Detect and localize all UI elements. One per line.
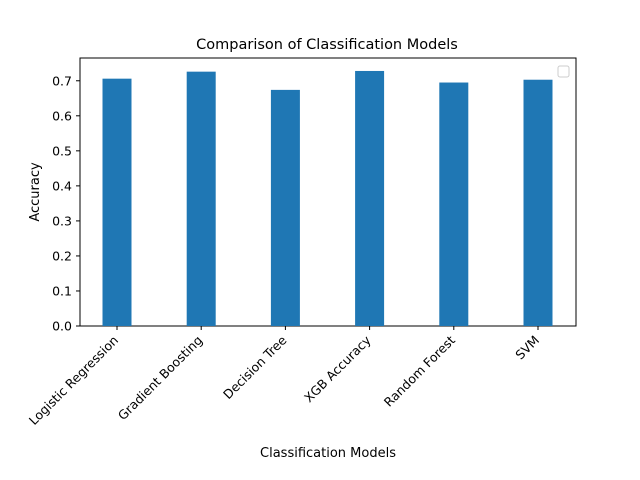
y-tick-label: 0.4 xyxy=(52,178,72,193)
bars-group xyxy=(102,70,553,327)
y-tick-label: 0.0 xyxy=(52,319,72,334)
y-tick-label: 0.3 xyxy=(52,213,72,228)
x-tick-label: Decision Tree xyxy=(220,332,290,402)
bar xyxy=(186,71,216,326)
y-axis: 0.0 0.1 0.2 0.3 0.4 0.5 0.6 0.7 xyxy=(52,73,80,334)
y-tick-label: 0.1 xyxy=(52,283,72,298)
bar xyxy=(439,82,469,326)
x-tick-label: Gradient Boosting xyxy=(115,333,206,424)
x-tick-label: XGB Accuracy xyxy=(301,332,374,405)
bar xyxy=(102,78,132,326)
plot-area-frame xyxy=(79,57,577,327)
bar xyxy=(270,89,300,327)
chart-title: Comparison of Classification Models xyxy=(196,37,458,53)
x-tick-label: Logistic Regression xyxy=(26,333,121,428)
y-axis-label: Accuracy xyxy=(28,162,43,222)
x-tick-label: SVM xyxy=(512,333,542,363)
legend-box xyxy=(557,65,570,78)
x-tick-label: Random Forest xyxy=(381,332,458,409)
y-tick-label: 0.5 xyxy=(52,143,72,158)
bar xyxy=(355,70,385,326)
y-tick-label: 0.2 xyxy=(52,248,72,263)
bar xyxy=(523,79,553,326)
x-axis-label: Classification Models xyxy=(260,446,396,461)
y-tick-label: 0.6 xyxy=(52,108,72,123)
y-tick-label: 0.7 xyxy=(52,73,72,88)
